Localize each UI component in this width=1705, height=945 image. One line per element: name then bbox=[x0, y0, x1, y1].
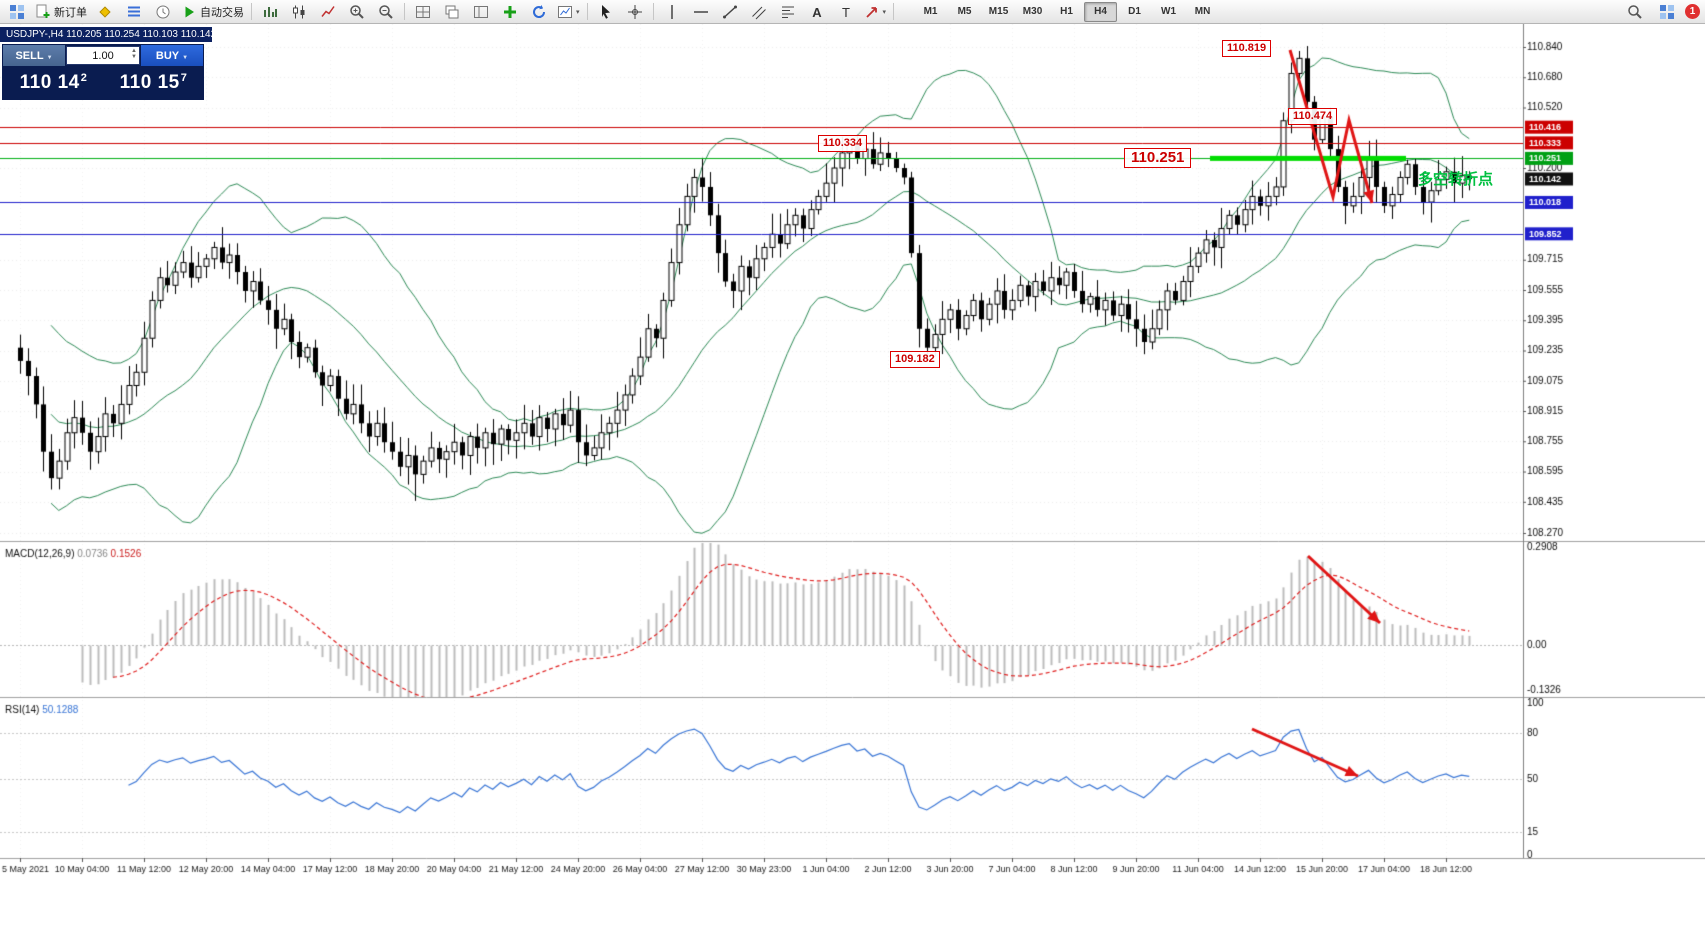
timeframe-m30[interactable]: M30 bbox=[1022, 6, 1043, 17]
bar-chart-icon[interactable] bbox=[256, 1, 284, 23]
svg-text:T: T bbox=[842, 5, 850, 20]
toolbar-separator bbox=[251, 3, 252, 20]
bid-price[interactable]: 110 14 2 bbox=[3, 66, 103, 99]
arrows-icon[interactable]: ▾ bbox=[861, 1, 890, 23]
main-toolbar: 新订单 自动交易 ▾ A T ▾ M1 M5 M15 M30 H1 H4 D1 W1 MN 1 bbox=[0, 0, 1705, 24]
history-center-icon[interactable] bbox=[149, 1, 177, 23]
toolbar-separator bbox=[652, 3, 654, 20]
bid-price-pip: 2 bbox=[80, 71, 88, 84]
search-icon[interactable] bbox=[1621, 1, 1649, 23]
toolbar-separator bbox=[893, 3, 895, 20]
volume-spinner-icon[interactable] bbox=[131, 48, 137, 60]
crosshair-icon[interactable] bbox=[621, 1, 649, 23]
price-chart-canvas[interactable] bbox=[0, 24, 1705, 880]
turning-point-label[interactable]: 多空转折点 bbox=[1418, 171, 1494, 188]
cascade-windows-icon[interactable] bbox=[438, 1, 466, 23]
vertical-line-icon[interactable] bbox=[658, 1, 686, 23]
ask-price[interactable]: 110 15 7 bbox=[103, 66, 203, 99]
metaeditor-icon[interactable] bbox=[91, 1, 119, 23]
text-icon[interactable]: A bbox=[803, 1, 831, 23]
one-click-trading-panel: SELL 1.00 BUY 110 142 110 157 bbox=[2, 44, 204, 100]
bid-price-main: 110 14 bbox=[19, 71, 80, 93]
label-icon[interactable]: T bbox=[832, 1, 860, 23]
timeframe-group: M1 M5 M15 M30 H1 H4 D1 W1 MN bbox=[914, 1, 1219, 22]
cursor-icon[interactable] bbox=[592, 1, 620, 23]
chart-window: USDJPY-,H4 110.205 110.254 110.103 110.1… bbox=[0, 24, 1705, 880]
svg-text:A: A bbox=[812, 5, 822, 20]
price-annotation[interactable]: 110.474 bbox=[1288, 108, 1338, 125]
templates-icon[interactable]: ▾ bbox=[554, 1, 583, 23]
autotrading-button[interactable]: 自动交易 bbox=[178, 1, 247, 23]
chevron-down-icon bbox=[47, 50, 53, 62]
ask-price-pip: 7 bbox=[180, 71, 188, 84]
add-indicator-icon[interactable] bbox=[496, 1, 524, 23]
channel-icon[interactable] bbox=[745, 1, 773, 23]
timeframe-m15[interactable]: M15 bbox=[988, 6, 1009, 17]
buy-label: BUY bbox=[155, 49, 180, 62]
timeframe-m1[interactable]: M1 bbox=[923, 6, 938, 17]
zoom-in-icon[interactable] bbox=[343, 1, 371, 23]
tile-windows-icon[interactable] bbox=[409, 1, 437, 23]
timeframe-m5[interactable]: M5 bbox=[957, 6, 972, 17]
new-order-button[interactable]: 新订单 bbox=[32, 1, 90, 23]
horizontal-line-icon[interactable] bbox=[687, 1, 715, 23]
volume-value: 1.00 bbox=[92, 49, 114, 62]
window-list-icon[interactable] bbox=[1653, 1, 1681, 23]
zoom-out-icon[interactable] bbox=[372, 1, 400, 23]
buy-button[interactable]: BUY bbox=[141, 45, 203, 66]
candlestick-chart-icon[interactable] bbox=[285, 1, 313, 23]
ask-price-main: 110 15 bbox=[119, 71, 180, 93]
fibonacci-icon[interactable] bbox=[774, 1, 802, 23]
timeframe-d1[interactable]: D1 bbox=[1128, 6, 1141, 17]
toolbar-right-group: 1 bbox=[1621, 1, 1702, 23]
timeframe-w1[interactable]: W1 bbox=[1161, 6, 1177, 17]
price-annotation[interactable]: 109.182 bbox=[890, 351, 940, 368]
volume-input[interactable]: 1.00 bbox=[66, 46, 140, 65]
chevron-down-icon bbox=[182, 50, 188, 62]
chart-symbol-ohlc: USDJPY-,H4 110.205 110.254 110.103 110.1… bbox=[0, 27, 216, 42]
price-annotation[interactable]: 110.334 bbox=[818, 135, 868, 152]
toolbar-separator bbox=[404, 3, 405, 20]
sell-label: SELL bbox=[15, 49, 44, 62]
toolbar-separator bbox=[586, 3, 588, 20]
timeframe-mn[interactable]: MN bbox=[1194, 6, 1211, 17]
price-annotation[interactable]: 110.819 bbox=[1222, 40, 1272, 57]
auto-scroll-icon[interactable] bbox=[525, 1, 553, 23]
timeframe-h4[interactable]: H4 bbox=[1084, 1, 1118, 22]
line-chart-icon[interactable] bbox=[314, 1, 342, 23]
trendline-icon[interactable] bbox=[716, 1, 744, 23]
charts-window-icon[interactable] bbox=[3, 1, 31, 23]
timeframe-h1[interactable]: H1 bbox=[1060, 6, 1073, 17]
sell-button[interactable]: SELL bbox=[3, 45, 65, 66]
notification-badge[interactable]: 1 bbox=[1685, 4, 1700, 19]
price-annotation[interactable]: 110.251 bbox=[1124, 148, 1192, 168]
market-watch-icon[interactable] bbox=[120, 1, 148, 23]
arrange-windows-icon[interactable] bbox=[467, 1, 495, 23]
